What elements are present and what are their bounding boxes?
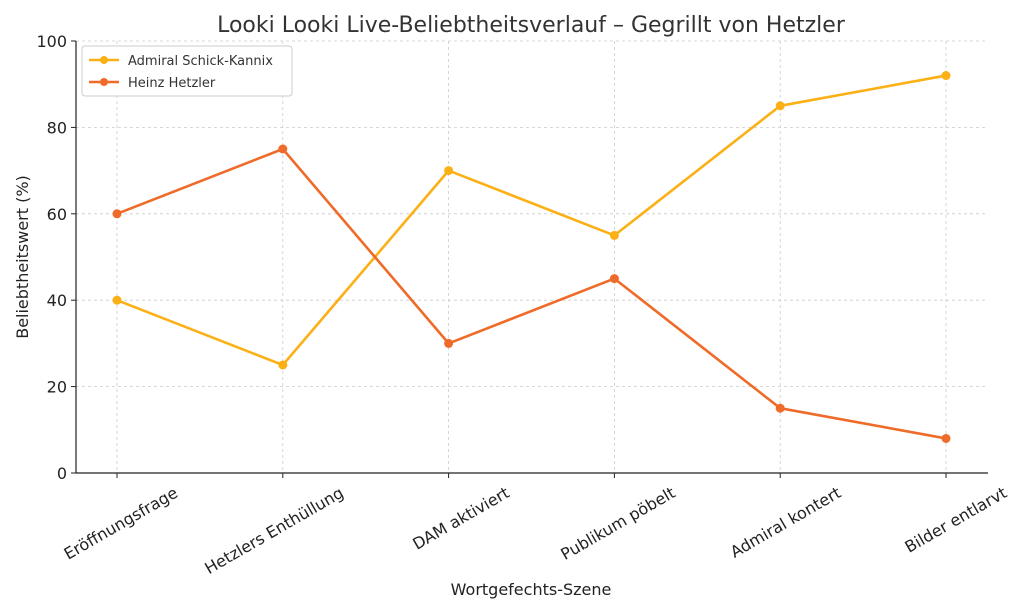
legend-label: Heinz Hetzler bbox=[128, 76, 216, 91]
data-point bbox=[278, 144, 288, 154]
y-tick-label: 40 bbox=[47, 291, 67, 310]
legend-label: Admiral Schick-Kannix bbox=[128, 54, 273, 69]
grid bbox=[76, 40, 988, 474]
data-point bbox=[775, 403, 785, 413]
data-point bbox=[609, 230, 619, 240]
legend-box bbox=[81, 45, 293, 97]
series-line bbox=[116, 74, 947, 367]
axes bbox=[75, 41, 988, 474]
x-tick-label: Admiral kontert bbox=[727, 483, 844, 562]
x-tick-label: Eröffnungsfrage bbox=[61, 483, 181, 563]
series-line bbox=[116, 147, 947, 440]
data-point bbox=[112, 209, 122, 219]
y-axis-label: Beliebtheitswert (%) bbox=[13, 175, 32, 339]
data-point bbox=[609, 274, 619, 284]
series bbox=[112, 71, 951, 443]
y-ticks: 0 20 40 60 80 100 bbox=[36, 32, 76, 483]
y-tick-label: 20 bbox=[47, 378, 67, 397]
data-point bbox=[444, 166, 454, 176]
data-point bbox=[444, 338, 454, 348]
data-point bbox=[775, 101, 785, 111]
data-point bbox=[112, 295, 122, 305]
data-point bbox=[278, 360, 288, 370]
chart-title: Looki Looki Live-Beliebtheitsverlauf – G… bbox=[217, 13, 846, 38]
x-ticks: Eröffnungsfrage Hetzlers Enthüllung DAM ak… bbox=[61, 473, 1010, 578]
legend-swatch-marker bbox=[100, 56, 108, 64]
legend: Admiral Schick-Kannix Heinz Hetzler bbox=[81, 45, 293, 97]
legend-swatch-marker bbox=[100, 78, 108, 86]
y-tick-label: 60 bbox=[47, 205, 67, 224]
x-tick-label: DAM aktiviert bbox=[409, 483, 512, 554]
y-tick-label: 0 bbox=[57, 464, 67, 483]
data-point bbox=[941, 71, 951, 81]
x-tick-label: Publikum pöbelt bbox=[557, 483, 678, 564]
x-tick-label: Bilder entlarvt bbox=[901, 483, 1010, 557]
data-point bbox=[941, 433, 951, 443]
x-tick-label: Hetzlers Enthüllung bbox=[201, 483, 346, 578]
x-axis-label: Wortgefechts-Szene bbox=[451, 580, 612, 599]
y-tick-label: 100 bbox=[36, 32, 67, 51]
y-tick-label: 80 bbox=[47, 118, 67, 137]
